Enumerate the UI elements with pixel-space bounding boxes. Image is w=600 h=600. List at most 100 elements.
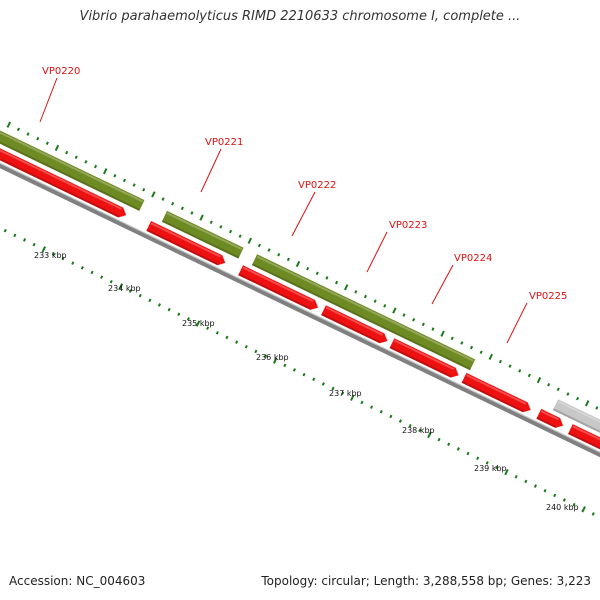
lower-tick-row-tick-61	[553, 493, 557, 498]
upper-tick-row-tick-34	[334, 280, 339, 285]
cds-feature-0-shade	[0, 158, 120, 218]
upper-tick-row-tick-11	[113, 173, 117, 178]
lower-tick-row-tick-44	[389, 414, 393, 419]
lower-tick-row-tick-16	[118, 283, 124, 290]
gene-leader-line-5	[506, 302, 528, 344]
upper-tick-row-tick-10	[102, 168, 108, 175]
cds-feature-7-highlight	[572, 425, 600, 441]
lower-tick-row-tick-42	[369, 405, 374, 409]
gene-feature-0-highlight	[0, 131, 144, 203]
gene-leader-line-3	[366, 231, 388, 273]
upper-tick-row-tick-13	[132, 183, 136, 187]
upper-tick-row-tick-5	[54, 144, 60, 152]
cds-feature-6	[536, 408, 564, 428]
lower-tick-row-tick-33	[283, 363, 287, 368]
lower-tick-row-tick-55	[495, 465, 499, 470]
upper-tick-row-tick-52	[508, 364, 512, 368]
lower-tick-row-tick-7	[32, 242, 36, 247]
upper-tick-row-tick-23	[228, 229, 233, 234]
upper-tick-row-tick-24	[238, 234, 242, 238]
lower-tick-row-tick-12	[80, 266, 84, 270]
lower-tick-row-tick-59	[533, 484, 538, 488]
gene-feature-1	[161, 210, 244, 259]
lower-tick-row-tick-64	[581, 506, 586, 513]
feature-layer	[0, 130, 600, 450]
upper-tick-row-tick-40	[392, 307, 397, 314]
tick-layer	[3, 121, 599, 516]
lower-tick-row-tick-50	[447, 442, 451, 447]
gene-label-group-5[interactable]: VP0225	[506, 291, 567, 344]
cds-feature-4	[389, 338, 459, 378]
upper-tick-row-tick-19	[190, 211, 194, 215]
cds-feature-7	[568, 424, 600, 450]
upper-tick-row-tick-7	[74, 155, 78, 160]
cds-feature-6-shade	[536, 417, 557, 428]
lower-tick-row-tick-13	[90, 270, 94, 275]
gene-label-group-1[interactable]: VP0221	[200, 137, 243, 193]
upper-tick-row-tick-33	[325, 276, 329, 280]
cds-feature-0-body	[0, 148, 127, 218]
lower-tick-row-tick-56	[504, 468, 509, 476]
upper-tick-row-tick-17	[171, 201, 175, 206]
lower-tick-row-tick-48	[427, 431, 432, 439]
scale-label-6: 239 kbp	[474, 464, 507, 473]
gene-label-0: VP0220	[42, 66, 80, 77]
lower-tick-row-tick-14	[100, 275, 104, 279]
upper-tick-row-tick-57	[556, 387, 560, 392]
upper-tick-row-tick-38	[373, 299, 377, 303]
lower-tick-row-tick-23	[186, 317, 191, 321]
upper-tick-row-tick-48	[469, 345, 474, 350]
lower-tick-row-tick-58	[524, 479, 528, 484]
lower-tick-row-tick-25	[206, 326, 210, 330]
upper-tick-row-tick-21	[209, 220, 213, 225]
lower-tick-row-tick-5	[13, 233, 17, 238]
cds-feature-4-highlight	[393, 339, 455, 370]
upper-tick-row-tick-50	[488, 353, 494, 361]
cds-feature-3-highlight	[325, 306, 384, 336]
scale-label-2: 235 kbp	[182, 319, 215, 328]
lower-tick-row-tick-9	[51, 252, 56, 256]
gene-label-group-4[interactable]: VP0224	[431, 253, 492, 305]
lower-tick-row-tick-17	[128, 289, 133, 293]
gene-label-group-2[interactable]: VP0222	[291, 180, 336, 237]
upper-tick-row-tick-1	[16, 127, 21, 132]
gene-label-1: VP0221	[205, 137, 243, 148]
lower-tick-row-tick-39	[341, 391, 345, 396]
lower-tick-row-tick-28	[235, 340, 239, 344]
upper-tick-row-tick-29	[286, 257, 290, 262]
lower-tick-row-tick-36	[312, 377, 316, 382]
other-feature-0-shade	[552, 408, 600, 433]
lower-tick-row-tick-57	[514, 474, 518, 479]
gene-label-group-0[interactable]: VP0220	[39, 66, 80, 123]
cds-feature-0	[0, 148, 127, 218]
lower-tick-row-tick-60	[543, 488, 547, 493]
scale-label-1: 234 kbp	[108, 284, 141, 293]
backbone-layer	[0, 162, 600, 458]
lower-tick-row	[3, 228, 595, 516]
gene-feature-1-body	[161, 210, 244, 259]
upper-tick-row-tick-14	[142, 187, 146, 192]
cds-feature-1-shade	[146, 229, 219, 266]
lower-tick-row-tick-11	[71, 261, 75, 265]
gene-label-group-3[interactable]: VP0223	[366, 220, 427, 273]
upper-tick-row-tick-15	[151, 191, 156, 198]
upper-tick-row-tick-30	[295, 260, 301, 268]
lower-tick-row-tick-30	[254, 349, 258, 354]
upper-tick-row-tick-4	[45, 141, 49, 146]
upper-tick-row-tick-0	[6, 121, 12, 128]
gene-feature-2-highlight	[256, 255, 474, 362]
upper-tick-row-tick-9	[93, 164, 98, 169]
upper-tick-row	[6, 121, 599, 410]
gene-leader-line-2	[291, 191, 316, 237]
cds-feature-0-highlight	[0, 149, 122, 210]
lower-tick-row-tick-45	[398, 419, 403, 423]
upper-tick-row-tick-56	[547, 382, 551, 387]
gene-label-4: VP0224	[454, 253, 492, 264]
lower-tick-row-tick-43	[379, 409, 383, 414]
gene-leader-line-1	[200, 148, 222, 193]
upper-tick-row-tick-31	[306, 266, 310, 271]
upper-tick-row-tick-61	[595, 406, 599, 410]
lower-tick-row-tick-27	[225, 335, 229, 340]
upper-tick-row-tick-16	[161, 197, 165, 201]
